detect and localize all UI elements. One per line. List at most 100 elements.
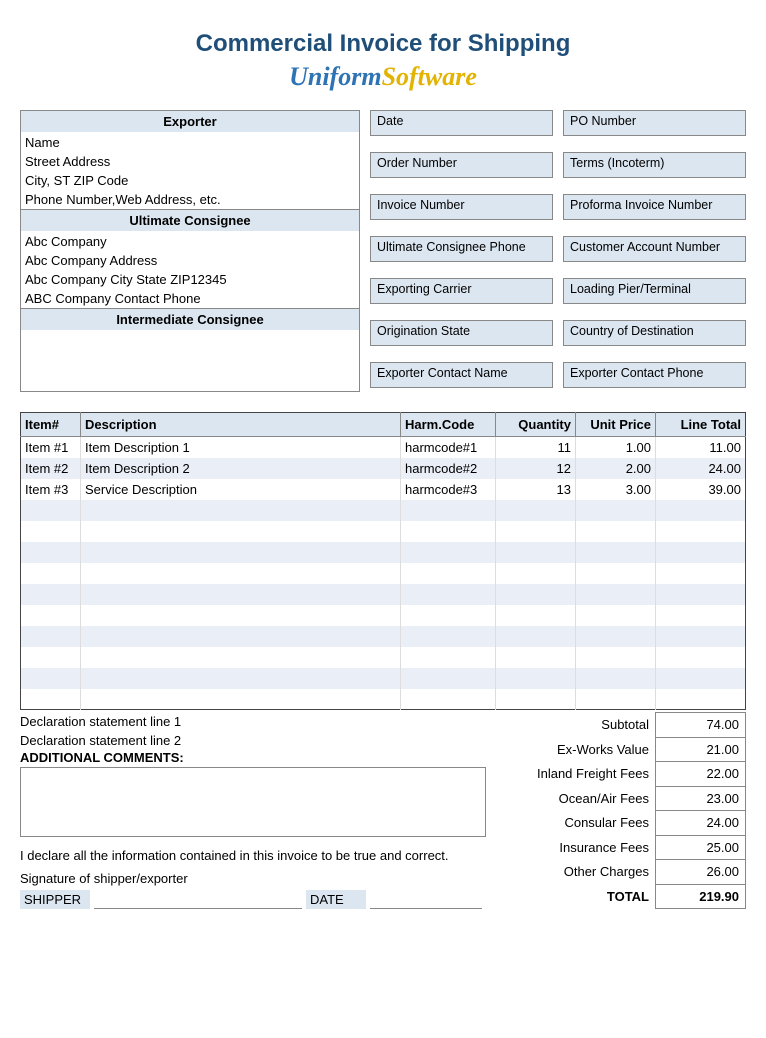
items-cell[interactable]: Item Description 1	[81, 437, 401, 458]
items-cell[interactable]	[496, 542, 576, 563]
intermediate-value[interactable]	[21, 331, 359, 391]
items-cell[interactable]	[576, 647, 656, 668]
items-cell[interactable]	[656, 689, 746, 710]
items-cell[interactable]	[21, 500, 81, 521]
shipper-signature-line[interactable]	[94, 891, 302, 909]
meta-field[interactable]: Order Number	[370, 152, 553, 178]
items-cell[interactable]: harmcode#3	[401, 479, 496, 500]
items-cell[interactable]	[576, 500, 656, 521]
meta-field[interactable]: Origination State	[370, 320, 553, 346]
items-cell[interactable]	[81, 647, 401, 668]
items-cell[interactable]: 11.00	[656, 437, 746, 458]
items-cell[interactable]	[656, 563, 746, 584]
items-cell[interactable]	[656, 647, 746, 668]
date-signature-line[interactable]	[370, 891, 482, 909]
items-cell[interactable]	[496, 626, 576, 647]
items-cell[interactable]	[81, 500, 401, 521]
items-cell[interactable]: harmcode#2	[401, 458, 496, 479]
items-cell[interactable]	[401, 521, 496, 542]
items-cell[interactable]	[496, 500, 576, 521]
items-cell[interactable]	[401, 500, 496, 521]
items-cell[interactable]	[81, 605, 401, 626]
items-cell[interactable]	[576, 542, 656, 563]
items-cell[interactable]	[81, 563, 401, 584]
items-cell[interactable]	[496, 563, 576, 584]
items-cell[interactable]	[401, 542, 496, 563]
meta-field[interactable]: Terms (Incoterm)	[563, 152, 746, 178]
items-cell[interactable]	[496, 647, 576, 668]
ultimate-header: Ultimate Consignee	[21, 209, 359, 232]
items-cell[interactable]	[656, 626, 746, 647]
items-cell[interactable]	[496, 521, 576, 542]
items-cell[interactable]	[656, 500, 746, 521]
items-cell[interactable]	[656, 521, 746, 542]
items-cell[interactable]	[576, 521, 656, 542]
items-cell[interactable]	[21, 542, 81, 563]
items-cell[interactable]	[81, 542, 401, 563]
items-cell[interactable]	[81, 689, 401, 710]
meta-field[interactable]: Exporter Contact Name	[370, 362, 553, 388]
meta-field[interactable]: Loading Pier/Terminal	[563, 278, 746, 304]
items-cell[interactable]: 24.00	[656, 458, 746, 479]
comments-input[interactable]	[20, 767, 486, 837]
items-cell[interactable]	[401, 647, 496, 668]
items-cell[interactable]: Item Description 2	[81, 458, 401, 479]
declaration-line-1: Declaration statement line 1	[20, 712, 486, 731]
items-cell[interactable]: Item #1	[21, 437, 81, 458]
items-cell[interactable]	[656, 584, 746, 605]
items-cell[interactable]	[576, 563, 656, 584]
items-cell[interactable]	[401, 605, 496, 626]
items-cell[interactable]	[21, 584, 81, 605]
items-cell[interactable]	[401, 689, 496, 710]
items-cell[interactable]	[21, 668, 81, 689]
table-row	[21, 521, 746, 542]
meta-field[interactable]: Customer Account Number	[563, 236, 746, 262]
items-cell[interactable]	[401, 584, 496, 605]
items-cell[interactable]: harmcode#1	[401, 437, 496, 458]
items-cell[interactable]	[81, 584, 401, 605]
items-cell[interactable]	[576, 689, 656, 710]
items-cell[interactable]	[21, 563, 81, 584]
items-cell[interactable]	[401, 668, 496, 689]
meta-field[interactable]: Country of Destination	[563, 320, 746, 346]
items-cell[interactable]	[576, 584, 656, 605]
items-cell[interactable]	[496, 689, 576, 710]
items-cell[interactable]	[81, 626, 401, 647]
items-cell[interactable]	[401, 563, 496, 584]
items-cell[interactable]: Item #2	[21, 458, 81, 479]
items-cell[interactable]	[21, 521, 81, 542]
items-cell[interactable]: 2.00	[576, 458, 656, 479]
items-cell[interactable]	[656, 668, 746, 689]
items-cell[interactable]	[401, 626, 496, 647]
items-cell[interactable]: 12	[496, 458, 576, 479]
items-cell[interactable]: Item #3	[21, 479, 81, 500]
items-cell[interactable]	[576, 605, 656, 626]
items-cell[interactable]: 11	[496, 437, 576, 458]
items-cell[interactable]	[21, 689, 81, 710]
meta-field[interactable]: Exporter Contact Phone	[563, 362, 746, 388]
items-cell[interactable]	[496, 668, 576, 689]
items-cell[interactable]	[21, 647, 81, 668]
items-cell[interactable]: 39.00	[656, 479, 746, 500]
meta-field[interactable]: Ultimate Consignee Phone	[370, 236, 553, 262]
items-cell[interactable]: 3.00	[576, 479, 656, 500]
items-cell[interactable]	[576, 626, 656, 647]
meta-field[interactable]: PO Number	[563, 110, 746, 136]
items-cell[interactable]	[656, 542, 746, 563]
meta-field[interactable]: Date	[370, 110, 553, 136]
items-cell[interactable]	[496, 584, 576, 605]
items-cell[interactable]	[81, 521, 401, 542]
items-cell[interactable]	[21, 626, 81, 647]
items-cell[interactable]	[576, 668, 656, 689]
items-cell[interactable]	[81, 668, 401, 689]
items-cell[interactable]: Service Description	[81, 479, 401, 500]
meta-field[interactable]: Invoice Number	[370, 194, 553, 220]
items-cell[interactable]	[496, 605, 576, 626]
totals-value: 26.00	[656, 860, 746, 885]
items-cell[interactable]	[656, 605, 746, 626]
items-cell[interactable]: 1.00	[576, 437, 656, 458]
meta-field[interactable]: Proforma Invoice Number	[563, 194, 746, 220]
items-cell[interactable]	[21, 605, 81, 626]
meta-field[interactable]: Exporting Carrier	[370, 278, 553, 304]
items-cell[interactable]: 13	[496, 479, 576, 500]
